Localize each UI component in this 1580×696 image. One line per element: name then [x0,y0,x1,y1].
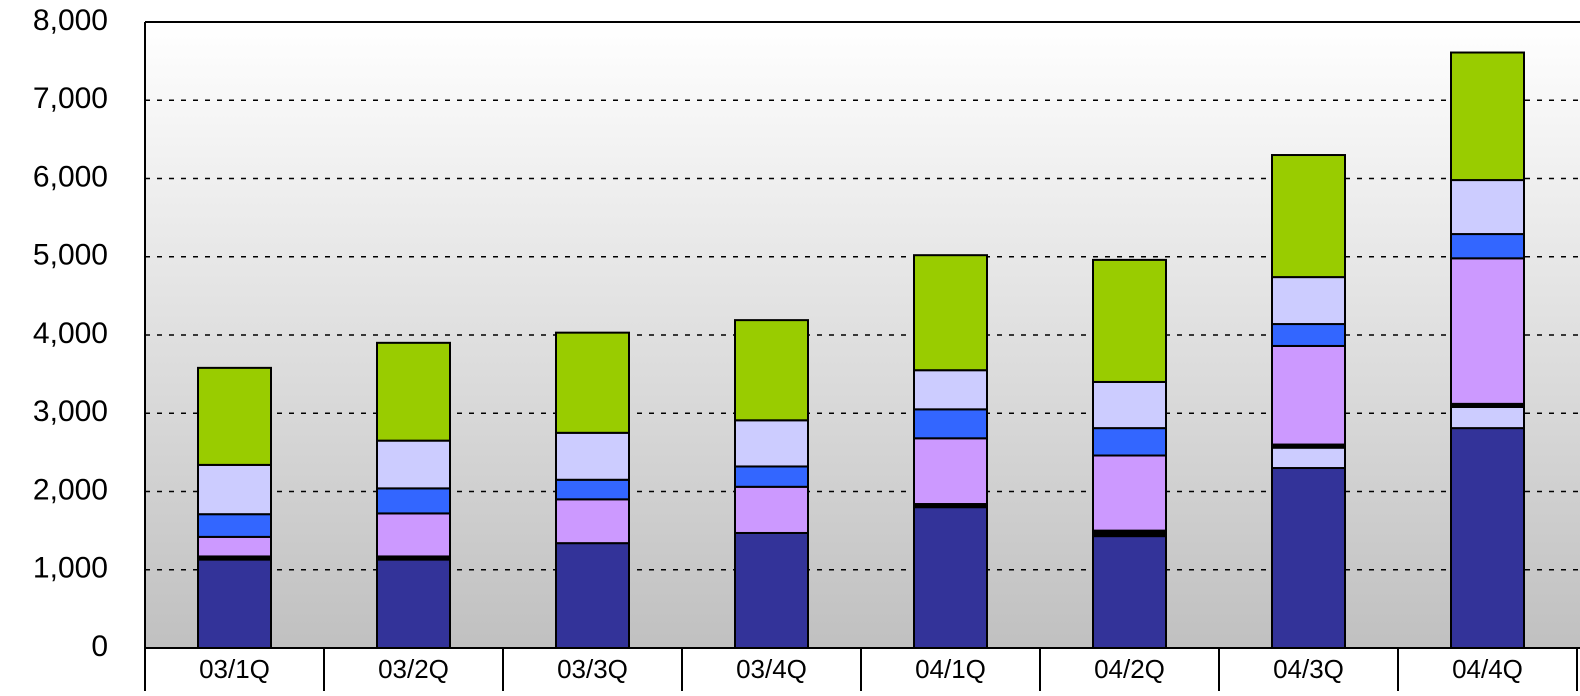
x-tick-label: 03/2Q [378,654,449,684]
y-tick-label: 7,000 [33,82,108,115]
bar-segment [1271,467,1346,649]
x-tick-label: 03/3Q [557,654,628,684]
bar-segment [376,512,451,558]
x-tick-label: 04/2Q [1094,654,1165,684]
bar-segment [913,506,988,649]
bar-segment [1271,323,1346,347]
plot-area [145,22,1580,648]
bar-segment [197,463,272,516]
bar-segment [1450,427,1525,649]
y-tick-label: 0 [91,630,108,663]
x-tick-label: 04/3Q [1273,654,1344,684]
y-tick-label: 4,000 [33,317,108,350]
x-tick-label: 03/1Q [199,654,270,684]
bar-segment [376,487,451,515]
bar-segment [376,439,451,490]
x-tick-label: 04/4Q [1452,654,1523,684]
bar-segment [734,531,809,649]
bar-segment [555,431,630,481]
bar-segment [1271,276,1346,326]
bar-segment [1092,427,1167,457]
bar-segment [1092,535,1167,649]
y-tick-label: 1,000 [33,552,108,585]
bar-segment [1450,179,1525,236]
bar-segment [555,478,630,501]
bar-segment [913,437,988,506]
y-tick-label: 6,000 [33,160,108,193]
y-tick-label: 8,000 [33,4,108,37]
bar-segment [913,369,988,411]
bar-segment [734,465,809,488]
bar-segment [197,535,272,558]
bar-segment [555,542,630,650]
bar-segment [376,558,451,650]
y-tick-label: 2,000 [33,473,108,506]
bar-segment [734,485,809,534]
bar-segment [1450,257,1525,405]
bar-segment [734,319,809,422]
bar-segment [913,254,988,372]
bar-segment [1450,405,1525,430]
bar-segment [913,408,988,440]
x-tick-label: 04/1Q [915,654,986,684]
bar-segment [1271,154,1346,279]
bar-segment [197,558,272,650]
bar-segment [197,513,272,538]
bar-segment [376,341,451,442]
y-tick-label: 5,000 [33,239,108,272]
bar-segment [1271,344,1346,446]
bar-segment [1271,446,1346,470]
bar-segment [1450,233,1525,260]
bar-segment [555,498,630,545]
bar-segment [1092,454,1167,532]
x-tick-label: 03/4Q [736,654,807,684]
bar-segment [1092,258,1167,383]
bar-segment [197,366,272,466]
bar-segment [734,419,809,468]
bar-segment [555,331,630,434]
bar-segment [1092,380,1167,430]
bar-segment [1450,51,1525,182]
y-tick-label: 3,000 [33,395,108,428]
